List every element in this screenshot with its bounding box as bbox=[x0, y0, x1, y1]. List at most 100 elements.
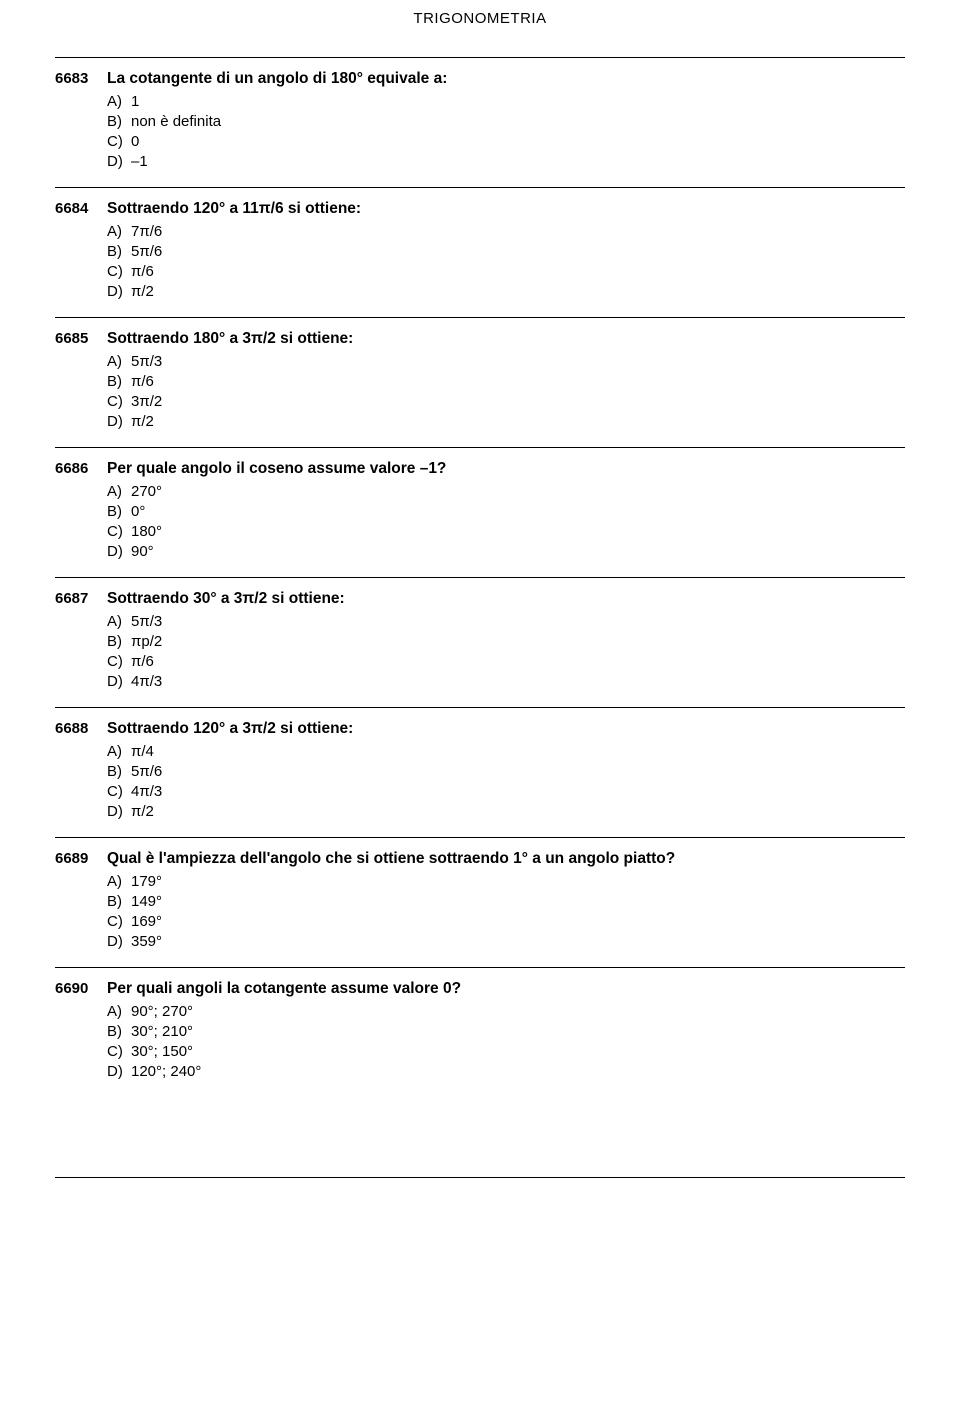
question-row: 6685Sottraendo 180° a 3π/2 si ottiene:A)… bbox=[55, 330, 905, 433]
answer-row: A)270° bbox=[107, 483, 905, 500]
answer-row: D)90° bbox=[107, 543, 905, 560]
question-row: 6690Per quali angoli la cotangente assum… bbox=[55, 980, 905, 1083]
question-content: Sottraendo 120° a 3π/2 si ottiene:A)π/4B… bbox=[107, 720, 905, 823]
answer-text: π/2 bbox=[131, 413, 905, 430]
answer-text: 4π/3 bbox=[131, 783, 905, 800]
answer-text: 7π/6 bbox=[131, 223, 905, 240]
question-block: 6683La cotangente di un angolo di 180° e… bbox=[55, 57, 905, 187]
answer-label: D) bbox=[107, 1063, 131, 1080]
answer-text: 120°; 240° bbox=[131, 1063, 905, 1080]
answer-row: C)30°; 150° bbox=[107, 1043, 905, 1060]
question-row: 6686Per quale angolo il coseno assume va… bbox=[55, 460, 905, 563]
question-text: Per quali angoli la cotangente assume va… bbox=[107, 980, 905, 998]
answer-text: 169° bbox=[131, 913, 905, 930]
question-content: Per quali angoli la cotangente assume va… bbox=[107, 980, 905, 1083]
question-row: 6684Sottraendo 120° a 11π/6 si ottiene:A… bbox=[55, 200, 905, 303]
answer-row: B)30°; 210° bbox=[107, 1023, 905, 1040]
answer-row: B)πp/2 bbox=[107, 633, 905, 650]
answer-label: A) bbox=[107, 743, 131, 760]
answer-row: A)7π/6 bbox=[107, 223, 905, 240]
question-text: Qual è l'ampiezza dell'angolo che si ott… bbox=[107, 850, 905, 868]
answer-row: B)π/6 bbox=[107, 373, 905, 390]
answer-label: B) bbox=[107, 1023, 131, 1040]
answer-row: A)5π/3 bbox=[107, 353, 905, 370]
question-content: Sottraendo 180° a 3π/2 si ottiene: A)5π/3… bbox=[107, 330, 905, 433]
answer-label: B) bbox=[107, 503, 131, 520]
answer-text: π/4 bbox=[131, 743, 905, 760]
question-text: Sottraendo 180° a 3π/2 si ottiene: bbox=[107, 330, 905, 348]
answer-label: C) bbox=[107, 393, 131, 410]
question-content: Sottraendo 30° a 3π/2 si ottiene:A)5π/3B… bbox=[107, 590, 905, 693]
answer-row: C)0 bbox=[107, 133, 905, 150]
answer-text: 1 bbox=[131, 93, 905, 110]
question-block: 6684Sottraendo 120° a 11π/6 si ottiene:A… bbox=[55, 187, 905, 317]
answer-label: B) bbox=[107, 893, 131, 910]
questions-container: 6683La cotangente di un angolo di 180° e… bbox=[55, 57, 905, 1097]
question-number: 6684 bbox=[55, 200, 107, 217]
answers-list: A)1B)non è definitaC)0D)–1 bbox=[107, 93, 905, 170]
answer-label: D) bbox=[107, 803, 131, 820]
answer-label: A) bbox=[107, 483, 131, 500]
answer-label: C) bbox=[107, 523, 131, 540]
answer-label: A) bbox=[107, 1003, 131, 1020]
answer-label: C) bbox=[107, 133, 131, 150]
question-content: La cotangente di un angolo di 180° equiv… bbox=[107, 70, 905, 173]
answer-label: A) bbox=[107, 223, 131, 240]
answer-label: C) bbox=[107, 263, 131, 280]
question-row: 6688Sottraendo 120° a 3π/2 si ottiene:A)… bbox=[55, 720, 905, 823]
answer-row: C)169° bbox=[107, 913, 905, 930]
answer-row: D)π/2 bbox=[107, 413, 905, 430]
answer-row: B)5π/6 bbox=[107, 763, 905, 780]
answer-text: 90°; 270° bbox=[131, 1003, 905, 1020]
answer-text: 5π/6 bbox=[131, 243, 905, 260]
answer-label: A) bbox=[107, 93, 131, 110]
answer-label: D) bbox=[107, 413, 131, 430]
answer-text: 270° bbox=[131, 483, 905, 500]
answer-text: πp/2 bbox=[131, 633, 905, 650]
answer-text: π/6 bbox=[131, 653, 905, 670]
answer-label: B) bbox=[107, 763, 131, 780]
answers-list: A)90°; 270°B)30°; 210°C)30°; 150°D)120°;… bbox=[107, 1003, 905, 1080]
answer-text: 3π/2 bbox=[131, 393, 905, 410]
answer-text: 30°; 150° bbox=[131, 1043, 905, 1060]
answer-label: D) bbox=[107, 543, 131, 560]
answer-label: D) bbox=[107, 673, 131, 690]
answers-list: A)179°B)149°C)169°D)359° bbox=[107, 873, 905, 950]
answer-text: 0 bbox=[131, 133, 905, 150]
answer-text: π/2 bbox=[131, 803, 905, 820]
answer-label: A) bbox=[107, 613, 131, 630]
answer-text: 5π/3 bbox=[131, 353, 905, 370]
answer-text: 180° bbox=[131, 523, 905, 540]
answer-row: D)4π/3 bbox=[107, 673, 905, 690]
question-number: 6687 bbox=[55, 590, 107, 607]
question-block: 6689Qual è l'ampiezza dell'angolo che si… bbox=[55, 837, 905, 967]
answer-row: B)non è definita bbox=[107, 113, 905, 130]
question-number: 6690 bbox=[55, 980, 107, 997]
answer-row: A)π/4 bbox=[107, 743, 905, 760]
question-block: 6690Per quali angoli la cotangente assum… bbox=[55, 967, 905, 1097]
answer-label: B) bbox=[107, 373, 131, 390]
answer-label: C) bbox=[107, 783, 131, 800]
answer-text: 149° bbox=[131, 893, 905, 910]
answer-row: C)4π/3 bbox=[107, 783, 905, 800]
answer-text: non è definita bbox=[131, 113, 905, 130]
answer-row: B)5π/6 bbox=[107, 243, 905, 260]
answer-label: B) bbox=[107, 243, 131, 260]
question-row: 6683La cotangente di un angolo di 180° e… bbox=[55, 70, 905, 173]
answer-text: 5π/3 bbox=[131, 613, 905, 630]
answer-text: –1 bbox=[131, 153, 905, 170]
answer-row: A)179° bbox=[107, 873, 905, 890]
answer-row: A)1 bbox=[107, 93, 905, 110]
answer-text: 30°; 210° bbox=[131, 1023, 905, 1040]
answer-text: π/6 bbox=[131, 373, 905, 390]
answer-text: 179° bbox=[131, 873, 905, 890]
answers-list: A)5π/3B)π/6C)3π/2D)π/2 bbox=[107, 353, 905, 430]
question-block: 6686Per quale angolo il coseno assume va… bbox=[55, 447, 905, 577]
answer-row: A)90°; 270° bbox=[107, 1003, 905, 1020]
header-title: TRIGONOMETRIA bbox=[413, 10, 546, 27]
answer-text: 5π/6 bbox=[131, 763, 905, 780]
question-row: 6689Qual è l'ampiezza dell'angolo che si… bbox=[55, 850, 905, 953]
answer-text: π/6 bbox=[131, 263, 905, 280]
answer-row: C)3π/2 bbox=[107, 393, 905, 410]
answer-label: A) bbox=[107, 873, 131, 890]
